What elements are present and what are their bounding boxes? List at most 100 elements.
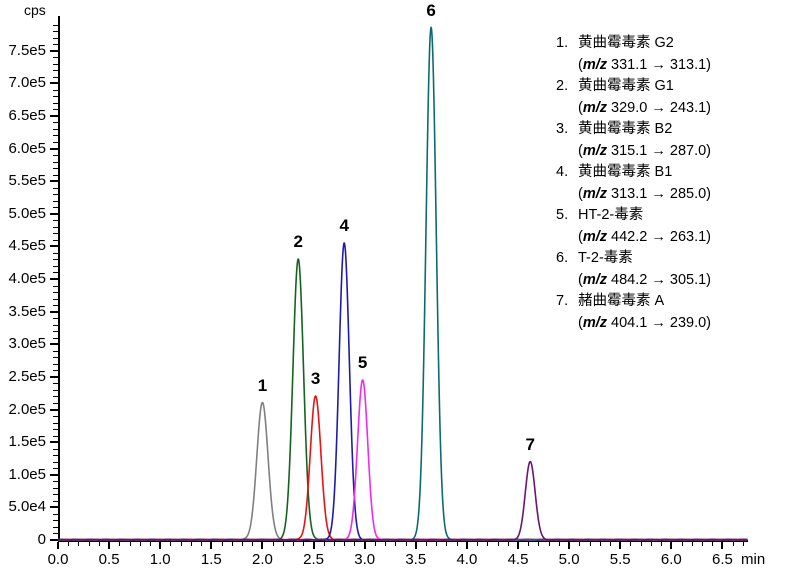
y-tick-minor	[53, 162, 58, 163]
compound-legend: 1. 黄曲霉毒素 G2 (m/z 331.1 → 313.1) 2. 黄曲霉毒素 G1(…	[556, 33, 786, 334]
y-tick-minor	[53, 462, 58, 463]
y-tick-minor	[53, 142, 58, 143]
x-tick-major	[312, 542, 315, 549]
x-tick-minor	[692, 542, 693, 546]
x-tick-minor	[293, 542, 294, 546]
legend-compound-name: 赭曲霉毒素 A	[578, 293, 665, 309]
y-tick-major	[50, 506, 58, 509]
peak-trace-5	[57, 379, 748, 541]
x-tick-minor	[528, 542, 529, 546]
y-tick-minor	[53, 96, 58, 97]
y-tick-minor	[53, 38, 58, 39]
x-tick-minor	[630, 542, 631, 546]
x-tick-minor	[538, 542, 539, 546]
y-tick-label: 6.0e5	[8, 139, 46, 157]
x-tick-minor	[559, 542, 560, 546]
x-tick-label: 0.5	[98, 551, 120, 568]
legend-transition-values: 329.0 → 243.1)	[607, 99, 712, 116]
y-tick-minor	[53, 286, 58, 287]
legend-entry-4: 4. 黄曲霉毒素 B1 (m/z 313.1 → 285.0)	[556, 162, 786, 205]
y-tick-label: 3.5e5	[8, 302, 46, 320]
y-tick-minor	[53, 103, 58, 104]
x-tick-major	[363, 542, 366, 549]
y-tick-label: 4.0e5	[8, 270, 46, 287]
x-tick-major	[57, 542, 59, 549]
y-tick-minor	[53, 272, 58, 273]
x-axis-unit-label: min	[741, 551, 766, 568]
y-tick-minor	[53, 494, 58, 495]
y-tick-major	[50, 245, 58, 248]
x-tick-minor	[201, 542, 202, 546]
y-tick-minor	[53, 233, 58, 234]
y-tick-major	[50, 82, 58, 85]
x-tick-minor	[140, 542, 141, 546]
y-axis-unit-label: cps	[24, 2, 46, 18]
y-tick-minor	[53, 514, 58, 515]
x-tick-minor	[641, 542, 642, 546]
x-tick-minor	[610, 542, 611, 546]
y-tick-major	[50, 278, 58, 280]
x-tick-minor	[590, 542, 591, 546]
y-tick-label: 1.5e5	[8, 433, 46, 451]
y-tick-minor	[53, 259, 58, 260]
y-tick-minor	[53, 436, 58, 437]
y-tick-label: 2.5e5	[8, 367, 46, 385]
y-tick-minor	[53, 501, 58, 502]
peak-label-3: 3	[310, 369, 321, 389]
legend-mz-label: m/z	[582, 99, 608, 116]
legend-transition-values: 404.1 → 239.0)	[607, 314, 712, 331]
x-tick-minor	[324, 542, 325, 546]
x-tick-label: 3.5	[405, 551, 427, 568]
y-tick-minor	[53, 299, 58, 300]
y-tick-label: 5.0e4	[8, 498, 46, 516]
x-tick-label: 6.0	[660, 551, 682, 568]
peak-trace-7	[57, 460, 748, 541]
peak-trace-3	[57, 395, 748, 541]
x-tick-major	[619, 542, 622, 549]
y-tick-minor	[53, 253, 58, 254]
y-tick-minor	[53, 488, 58, 489]
y-tick-minor	[53, 122, 58, 123]
peak-label-5: 5	[357, 353, 368, 373]
peak-label-6: 6	[426, 0, 436, 20]
y-tick-minor	[53, 109, 58, 110]
x-tick-minor	[232, 542, 233, 546]
legend-compound-name: 黄曲霉毒素 B1	[578, 164, 673, 180]
legend-transition-values: 313.1 → 285.0)	[607, 185, 712, 202]
legend-mz-label: m/z	[582, 185, 608, 202]
x-tick-label: 4.5	[507, 551, 529, 568]
x-tick-label: 5.0	[558, 551, 580, 568]
legend-index: 5.	[556, 207, 569, 223]
y-tick-label: 5.5e5	[8, 172, 46, 190]
x-tick-label: 4.0	[456, 551, 478, 568]
y-tick-minor	[53, 383, 58, 384]
peak-label-7: 7	[525, 434, 535, 454]
y-tick-minor	[53, 201, 58, 202]
x-tick-minor	[334, 542, 335, 546]
x-tick-minor	[651, 542, 652, 546]
x-tick-minor	[242, 542, 243, 546]
x-tick-minor	[549, 542, 550, 546]
legend-mz-label: m/z	[582, 271, 608, 288]
y-tick-minor	[53, 429, 58, 430]
y-tick-minor	[53, 129, 58, 130]
x-tick-minor	[130, 542, 131, 546]
legend-transition-line: (m/z 404.1 → 239.0)	[556, 313, 786, 335]
x-tick-minor	[436, 542, 437, 546]
legend-transition-line: (m/z 315.1 → 287.0)	[556, 141, 786, 163]
y-tick-minor	[53, 135, 58, 136]
y-tick-major	[50, 147, 58, 150]
peak-label-4: 4	[339, 216, 349, 236]
y-tick-minor	[53, 481, 58, 482]
y-tick-label: 7.0e5	[8, 74, 46, 92]
legend-compound-line: 3. 黄曲霉毒素 B2	[556, 119, 786, 141]
legend-index: 1.	[556, 35, 569, 51]
y-tick-label: 3.0e5	[8, 335, 46, 353]
x-tick-minor	[385, 542, 386, 546]
legend-entry-2: 2. 黄曲霉毒素 G1 (m/z 329.0 → 243.1)	[556, 76, 786, 119]
y-tick-label: 0	[37, 531, 46, 548]
legend-compound-line: 1. 黄曲霉毒素 G2	[556, 33, 786, 55]
y-tick-minor	[53, 188, 58, 189]
x-tick-minor	[68, 542, 69, 546]
